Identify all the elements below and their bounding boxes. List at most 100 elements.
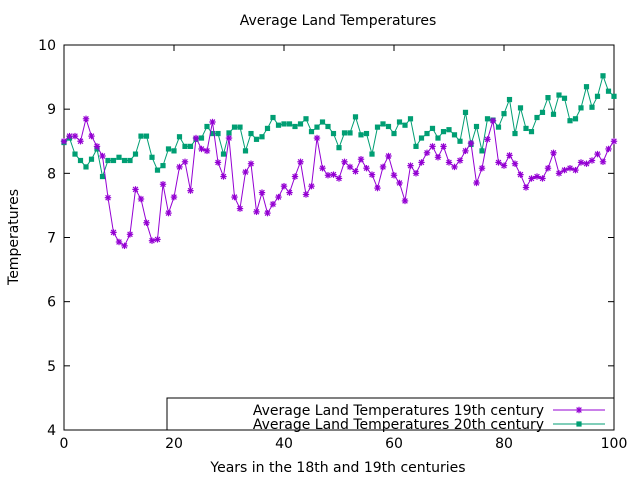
data-point [594,93,601,99]
data-point [127,157,133,164]
data-point [225,134,233,142]
data-point [247,160,255,167]
data-point [522,184,530,191]
data-point [528,129,535,135]
data-point [407,116,414,122]
data-point [154,236,161,243]
data-point [259,134,265,140]
data-point [110,157,117,164]
data-point [88,156,95,162]
data-point [556,92,562,98]
data-point [561,95,568,101]
data-point [528,175,535,182]
data-point [484,136,491,143]
data-point [418,135,425,141]
data-point [292,123,298,130]
data-point [347,130,353,136]
data-point [302,191,310,198]
series-layer [60,73,618,250]
data-point [445,159,453,166]
data-point [550,111,557,117]
series-2 [61,73,617,180]
x-tick-label: 20 [165,436,183,452]
data-point [88,132,95,140]
data-point [264,125,271,132]
data-point [396,119,403,125]
y-tick-label: 8 [47,166,56,182]
data-point [93,143,101,150]
data-point [148,237,156,244]
data-point [446,127,452,133]
data-point [270,114,276,121]
legend-label: Average Land Temperatures 20th century [253,417,544,433]
data-point [495,159,502,166]
series-line [63,74,615,179]
data-point [319,119,326,125]
data-point [126,231,134,238]
data-point [412,170,420,177]
data-point [413,143,419,149]
data-point [594,150,601,158]
data-point [171,148,177,154]
data-point [253,208,260,216]
data-point [253,136,260,142]
x-tick-label: 0 [60,436,69,452]
data-point [143,133,150,139]
data-point [82,115,90,122]
data-point [456,157,464,164]
data-point [385,152,392,160]
data-point [264,209,271,217]
y-tick-label: 7 [47,231,56,247]
series-1 [60,115,618,250]
data-point [99,152,106,160]
data-point [545,95,551,101]
data-point [60,138,68,145]
data-point [303,116,309,122]
data-point [297,121,304,127]
data-point [181,158,189,165]
data-point [506,152,513,159]
data-point [390,172,398,179]
data-point [154,167,161,173]
data-point [187,143,194,149]
y-tick-label: 4 [47,423,56,439]
data-point [248,130,254,137]
data-point [605,145,612,153]
data-point [385,123,392,130]
data-point [539,175,546,182]
data-point [275,122,282,128]
y-tick-label: 6 [47,295,56,311]
data-point [561,166,568,174]
data-point [335,175,343,182]
data-point [159,181,167,188]
data-point [198,145,205,153]
data-point [588,157,596,164]
data-point [346,163,354,171]
data-point [599,158,607,165]
data-point [424,130,430,137]
data-point [357,156,365,163]
data-point [589,104,595,110]
data-point [308,182,315,190]
data-point [478,165,486,172]
data-point [423,149,431,156]
data-point [308,129,315,135]
data-point [165,146,172,152]
data-point [611,93,617,99]
axis-ticks: 0 20 40 60 80 100 4 5 6 7 8 9 10 [38,38,627,452]
data-point [110,229,117,236]
data-point [209,130,216,137]
data-point [550,149,557,156]
data-point [501,111,507,117]
data-point [512,130,518,137]
data-point [330,130,337,137]
data-point [72,151,78,157]
data-point [275,193,282,201]
data-point [286,189,293,196]
data-point [544,165,552,172]
data-point [352,168,359,175]
data-point [77,138,84,145]
data-point [500,162,508,169]
x-tick-label: 40 [275,436,293,452]
